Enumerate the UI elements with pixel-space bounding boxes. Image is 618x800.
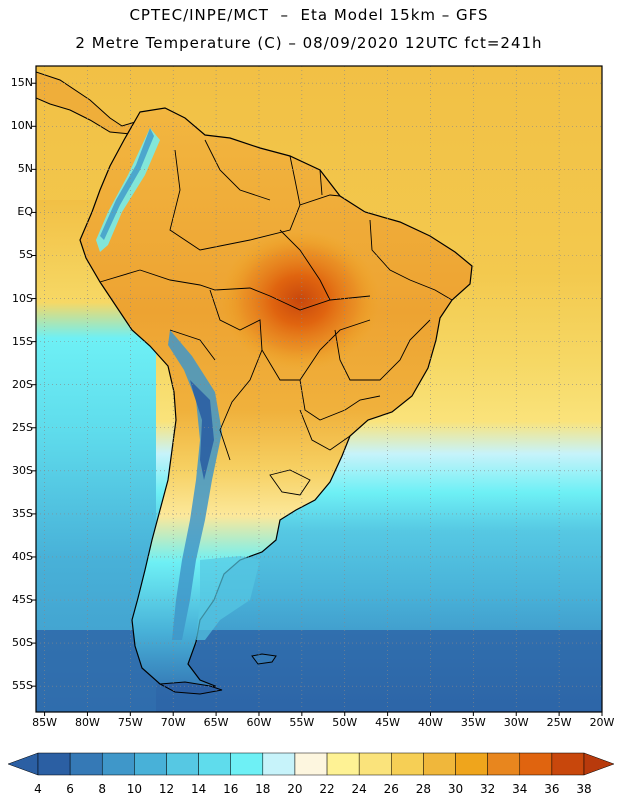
andes-south-core: [190, 380, 214, 480]
lat-label-45s: 45S: [12, 593, 33, 607]
colorbar-bin-34-36: [519, 752, 553, 776]
lon-label-50w: 50W: [332, 716, 358, 729]
lat-label-eq: EQ: [17, 205, 33, 219]
lat-label-5n: 5N: [17, 162, 33, 176]
lon-label-40w: 40W: [418, 716, 443, 729]
lat-label-30s: 30S: [12, 463, 33, 477]
patagonia: [196, 556, 260, 640]
colorbar-min-arrow: [7, 752, 39, 776]
colorbar-label-30: 30: [447, 782, 464, 796]
colorbar-bin-10-12: [134, 752, 167, 776]
axis-ticks: [32, 82, 603, 716]
colorbar-label-8: 8: [98, 782, 107, 796]
colorbar: [7, 752, 615, 776]
colorbar-label-10: 10: [126, 782, 142, 796]
lat-label-10n: 10N: [10, 119, 33, 133]
lat-label-55s: 55S: [12, 679, 33, 693]
map-frame: [35, 65, 603, 713]
lon-label-35w: 35W: [460, 716, 486, 729]
lon-label-70w: 70W: [160, 716, 186, 729]
colorbar-bin-12-14: [166, 752, 199, 776]
tierra-del-fuego: [158, 681, 223, 695]
colorbar-bin-14-16: [198, 752, 231, 776]
colorbar-label-32: 32: [480, 782, 496, 796]
andes-north-core: [100, 128, 154, 240]
lon-label-20w: 20W: [589, 716, 615, 729]
colorbar-bin-24-26: [358, 752, 392, 776]
colorbar-label-6: 6: [66, 782, 74, 796]
falkland-islands: [251, 653, 277, 665]
colorbar-bin-30-32: [455, 752, 488, 776]
lon-label-60w: 60W: [246, 716, 272, 729]
colorbar-bin-6-8: [69, 752, 103, 776]
colorbar-label-22: 22: [319, 782, 335, 796]
colorbar-label-26: 26: [383, 782, 399, 796]
lat-label-15n: 15N: [10, 76, 33, 90]
colorbar-bin-4-6: [37, 752, 71, 776]
lon-label-75w: 75W: [117, 716, 143, 729]
lat-label-5s: 5S: [19, 248, 33, 262]
lat-label-15s: 15S: [12, 334, 33, 348]
colorbar-label-12: 12: [158, 782, 175, 796]
lat-label-10s: 10S: [12, 291, 33, 305]
lat-label-35s: 35S: [12, 506, 33, 520]
colorbar-bin-32-34: [487, 752, 521, 776]
southern-ocean: [36, 630, 602, 712]
lon-label-45w: 45W: [375, 716, 401, 729]
map-title-line1: CPTEC/INPE/MCT – Eta Model 15km – GFS: [129, 6, 489, 24]
colorbar-bin-16-18: [230, 752, 264, 776]
lat-label-25s: 25S: [12, 420, 33, 434]
colorbar-label-24: 24: [351, 782, 367, 796]
colorbar-label-4: 4: [34, 782, 42, 796]
colorbar-bin-8-10: [101, 752, 135, 776]
temperature-map: [32, 65, 603, 716]
lat-label-20s: 20S: [12, 377, 33, 391]
colorbar-label-28: 28: [415, 782, 432, 796]
colorbar-bin-18-20: [262, 752, 296, 776]
colorbar-bin-28-30: [423, 752, 456, 776]
lon-label-55w: 55W: [289, 716, 315, 729]
lat-label-40s: 40S: [12, 549, 33, 563]
colorbar-max-arrow: [583, 752, 615, 776]
lat-label-50s: 50S: [12, 636, 33, 650]
colorbar-label-16: 16: [223, 782, 239, 796]
hot-core: [220, 230, 380, 370]
colorbar-bin-22-24: [326, 752, 360, 776]
lon-label-65w: 65W: [203, 716, 229, 729]
colorbar-label-20: 20: [287, 782, 303, 796]
colorbar-label-38: 38: [576, 782, 592, 796]
map-title-line2: 2 Metre Temperature (C) – 08/09/2020 12U…: [75, 34, 543, 52]
colorbar-bin-36-38: [551, 752, 585, 776]
colorbar-label-36: 36: [544, 782, 560, 796]
lon-label-25w: 25W: [546, 716, 572, 729]
lon-label-85w: 85W: [32, 716, 57, 729]
colorbar-bin-26-28: [391, 752, 424, 776]
lon-label-30w: 30W: [503, 716, 529, 729]
political-borders: [99, 139, 453, 496]
colorbar-label-18: 18: [255, 782, 271, 796]
colorbar-label-14: 14: [190, 782, 207, 796]
lon-label-80w: 80W: [75, 716, 100, 729]
colorbar-label-34: 34: [512, 782, 528, 796]
colorbar-bin-20-22: [294, 752, 328, 776]
